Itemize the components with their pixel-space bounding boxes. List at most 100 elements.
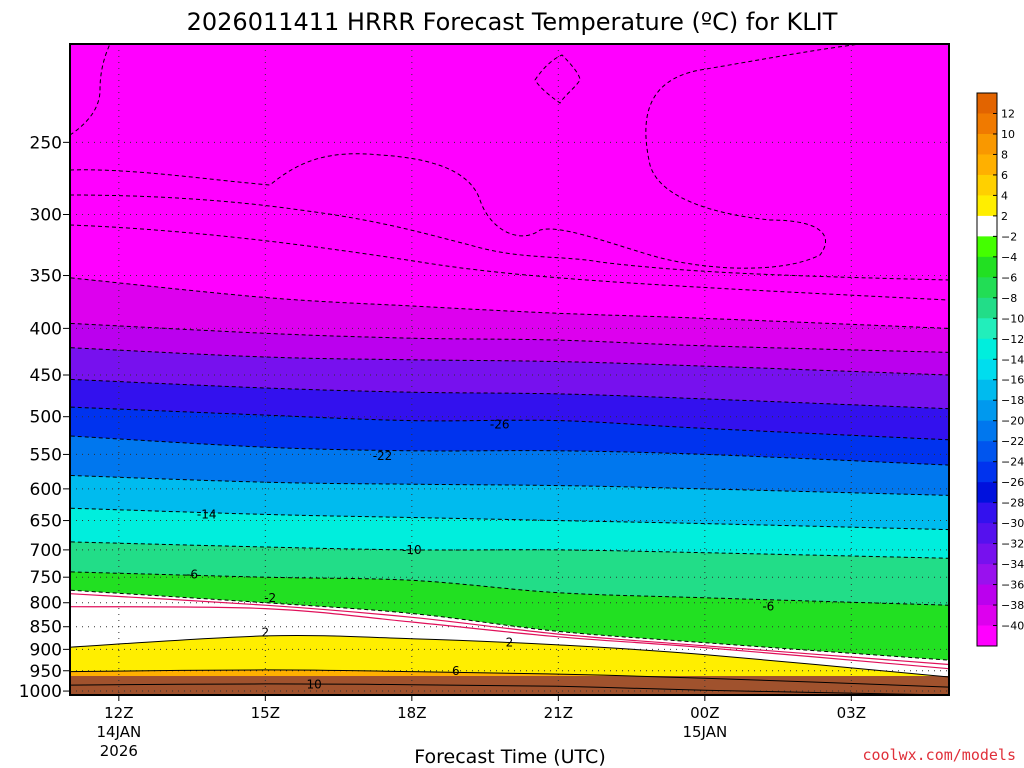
grid-lines — [70, 44, 949, 695]
colorbar-label: −18 — [1001, 394, 1024, 407]
y-tick-label: 900 — [30, 640, 62, 660]
colorbar-swatch — [977, 523, 997, 545]
y-tick-label: 600 — [30, 480, 62, 500]
contour-labels: -26 -22 -14 -10 -6 -2 -6 2 2 6 10 — [186, 418, 774, 692]
contour-label: 2 — [262, 625, 270, 639]
isotherm-2 — [70, 635, 949, 678]
colorbar-label: −34 — [1001, 558, 1024, 571]
x-tick-label: 12Z — [104, 704, 133, 722]
colorbar-swatch — [977, 154, 997, 176]
upper-contours — [70, 44, 949, 301]
colorbar-swatch — [977, 277, 997, 299]
y-tick-label: 500 — [30, 408, 62, 428]
contour-label: 2 — [506, 636, 514, 650]
contour-upper-1 — [70, 44, 111, 136]
colorbar-label: 2 — [1001, 210, 1008, 223]
contour-upper-2 — [70, 44, 861, 269]
y-tick-label: 350 — [30, 267, 62, 287]
colorbar-swatch — [977, 605, 997, 627]
colorbar-swatch — [977, 502, 997, 524]
x-tick-year: 2026 — [100, 742, 138, 760]
plot-frame — [69, 43, 950, 696]
y-tick-label: 400 — [30, 319, 62, 339]
colorbar-label: −12 — [1001, 333, 1024, 346]
colorbar-swatch — [977, 338, 997, 360]
colorbar-swatch — [977, 625, 997, 647]
y-tick-label: 800 — [30, 594, 62, 614]
y-tick-label: 550 — [30, 445, 62, 465]
x-tick-label: 03Z — [837, 704, 866, 722]
chart-title: 2026011411 HRRR Forecast Temperature (ºC… — [187, 8, 838, 36]
colorbar-label: −26 — [1001, 476, 1024, 489]
colorbar-label: −38 — [1001, 599, 1024, 612]
colorbar-swatch — [977, 256, 997, 278]
y-tick-label: 750 — [30, 568, 62, 588]
colorbar-swatch — [977, 215, 997, 237]
freezing-line-2 — [70, 606, 949, 670]
contour-label: -6 — [762, 600, 774, 614]
colorbar-label: 10 — [1001, 128, 1015, 141]
y-tick-label: 1000 — [19, 682, 62, 702]
colorbar-swatch — [977, 133, 997, 155]
contour-upper-5 — [534, 54, 581, 104]
colorbar-label: −2 — [1001, 230, 1017, 243]
y-tick-label: 300 — [30, 206, 62, 226]
colorbar-label: −24 — [1001, 456, 1024, 469]
colorbar-label: −36 — [1001, 579, 1024, 592]
x-tick-label: 15Z — [251, 704, 280, 722]
credit-text: coolwx.com/models — [862, 746, 1016, 764]
contour-upper-3 — [70, 194, 949, 281]
isotherm-6 — [70, 669, 949, 688]
colorbar-label: −20 — [1001, 415, 1024, 428]
colorbar-swatch — [977, 482, 997, 504]
x-tick-label: 18Z — [397, 704, 426, 722]
y-tick-label: 700 — [30, 541, 62, 561]
contour-label: -26 — [490, 418, 510, 432]
y-tick-label: 850 — [30, 618, 62, 638]
colorbar-label: −30 — [1001, 517, 1024, 530]
contour-label: -2 — [264, 591, 276, 605]
colorbar-label: −32 — [1001, 538, 1024, 551]
colorbar: 12 10 8 6 4 2 −2 −4 −6 −8 −10 −12 −14 −16 −18 −20 −22 −24… — [976, 92, 1024, 647]
y-tick-label: 450 — [30, 366, 62, 386]
contour-label: -14 — [197, 507, 217, 521]
plot-area: -26 -22 -14 -10 -6 -2 -6 2 2 6 10 — [70, 44, 949, 695]
colorbar-label: −22 — [1001, 435, 1024, 448]
isotherm-lines — [70, 277, 949, 695]
colorbar-swatch — [977, 93, 997, 114]
x-axis-label: Forecast Time (UTC) — [414, 746, 605, 768]
colorbar-label: −16 — [1001, 374, 1024, 387]
colorbar-swatch — [977, 359, 997, 381]
colorbar-label: −6 — [1001, 271, 1017, 284]
contour-label: -6 — [186, 568, 198, 582]
colorbar-swatch — [977, 379, 997, 401]
colorbar-swatch — [977, 297, 997, 319]
colorbar-swatch — [977, 318, 997, 340]
colorbar-label: 6 — [1001, 169, 1008, 182]
colorbar-label: 12 — [1001, 107, 1015, 120]
colorbar-swatch — [977, 543, 997, 565]
colorbar-swatch — [977, 174, 997, 196]
colorbar-label: −28 — [1001, 497, 1024, 510]
x-tick-date: 15JAN — [682, 723, 727, 741]
x-tick-label: 21Z — [544, 704, 573, 722]
contour-label: -22 — [373, 449, 393, 463]
colorbar-label: −8 — [1001, 292, 1017, 305]
contour-label: -10 — [402, 543, 422, 557]
contour-upper-4 — [70, 224, 949, 301]
colorbar-swatch — [977, 564, 997, 586]
y-axis: 2503003504004505005506006507007508008509… — [19, 133, 70, 702]
colorbar-label: 8 — [1001, 148, 1008, 161]
x-tick-label: 00Z — [690, 704, 719, 722]
colorbar-label: −4 — [1001, 251, 1017, 264]
contour-label: 6 — [452, 664, 460, 678]
colorbar-label: −40 — [1001, 620, 1024, 633]
colorbar-swatch — [977, 441, 997, 463]
y-tick-label: 650 — [30, 512, 62, 532]
x-tick-date: 14JAN — [96, 723, 141, 741]
colorbar-swatch — [977, 113, 997, 135]
contour-label: 10 — [307, 677, 322, 691]
colorbar-swatch — [977, 236, 997, 258]
